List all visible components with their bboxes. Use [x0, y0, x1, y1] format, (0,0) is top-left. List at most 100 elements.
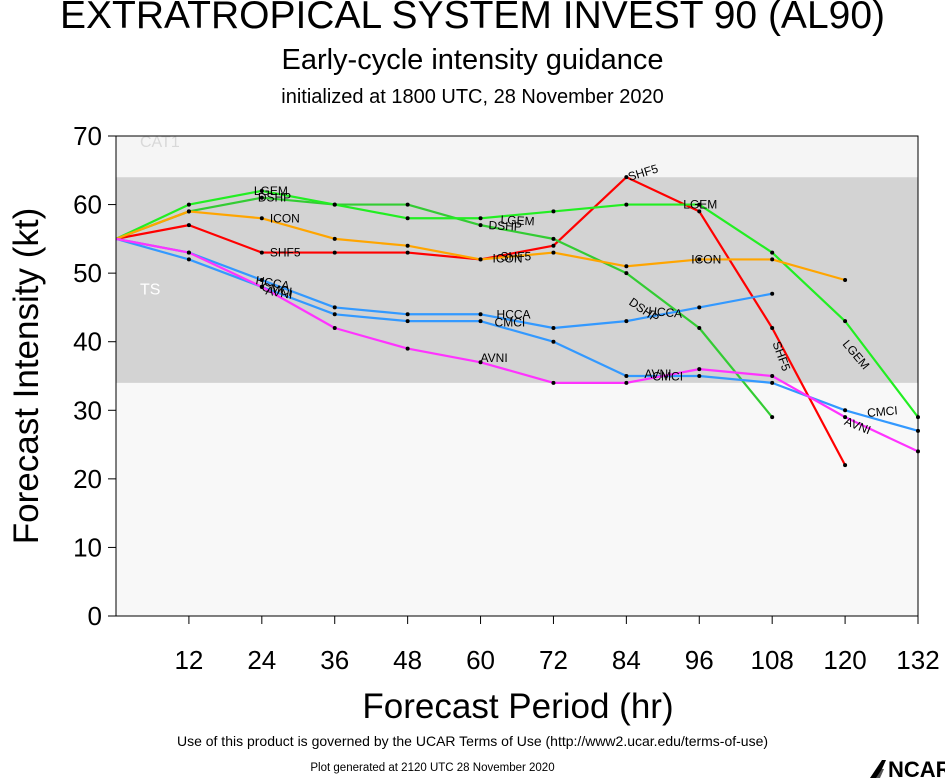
data-point-lgem	[624, 202, 629, 207]
y-tick-label: 0	[88, 601, 102, 631]
x-tick-label: 108	[750, 645, 793, 675]
series-label-group: AVNI	[265, 283, 294, 301]
series-label-group: DSHP	[258, 191, 291, 205]
series-label-group: CMCI	[261, 280, 294, 299]
series-label-group: LGEM	[500, 213, 535, 229]
data-point-cmci	[186, 257, 191, 262]
series-label: HCCA	[497, 307, 531, 321]
series-label: HCCA	[648, 304, 683, 321]
data-point-cmci	[332, 312, 337, 317]
data-point-icon	[697, 257, 702, 262]
data-point-cmci	[843, 408, 848, 413]
series-label: SHF5	[270, 246, 301, 260]
series-label: LGEM	[683, 198, 717, 212]
series-line-dshp	[115, 196, 774, 418]
data-point-shf5	[697, 209, 702, 214]
data-point-avni	[332, 326, 337, 330]
data-point-avni	[843, 415, 848, 420]
x-tick-label: 120	[823, 645, 866, 675]
data-point-lgem	[478, 216, 483, 221]
data-point-cmci	[770, 380, 775, 385]
x-tick-label: 132	[896, 645, 939, 675]
band-cat1	[116, 136, 918, 178]
data-point-cmci	[624, 374, 629, 378]
y-tick-label: 40	[73, 327, 102, 357]
plot-generated-note: Plot generated at 2120 UTC 28 November 2…	[310, 762, 555, 774]
series-label: ICON	[493, 252, 523, 266]
x-tick-label: 12	[174, 645, 203, 675]
data-point-lgem	[259, 188, 264, 193]
series-label-group: ICON	[493, 252, 523, 266]
data-point-lgem	[332, 202, 337, 207]
data-point-avni	[186, 250, 191, 255]
data-points	[186, 175, 920, 468]
data-point-avni	[624, 380, 629, 385]
data-point-icon	[332, 236, 337, 241]
series-label-group: HCCA	[255, 273, 291, 293]
data-point-shf5	[332, 250, 337, 255]
series-label-group: ICON	[691, 252, 721, 266]
data-point-lgem	[843, 319, 848, 324]
plot-frame	[115, 135, 919, 617]
series-label: ICON	[270, 211, 300, 225]
data-point-hcca	[478, 312, 483, 317]
data-point-lgem	[186, 202, 191, 207]
data-point-cmci	[551, 339, 556, 344]
series-label: CMCI	[495, 316, 526, 330]
data-point-icon	[770, 257, 775, 262]
page-subtitle: Early-cycle intensity guidance	[281, 44, 664, 76]
series-line-avni	[115, 237, 919, 453]
series-label: AVNI	[481, 351, 508, 365]
data-point-hcca	[551, 326, 556, 330]
data-point-shf5	[551, 243, 556, 248]
series-label: SHF5	[501, 250, 532, 264]
x-tick-label: 24	[247, 645, 276, 675]
init-time-label: initialized at 1800 UTC, 28 November 202…	[281, 86, 664, 108]
series-line-hcca	[115, 237, 773, 330]
page-title: EXTRATROPICAL SYSTEM INVEST 90 (AL90)	[59, 0, 886, 37]
series-label: LGEM	[500, 213, 535, 229]
series-label: DSHP	[258, 191, 291, 205]
data-point-dshp	[770, 415, 775, 420]
data-point-cmci	[478, 319, 483, 324]
series-labels: SHF5LGEMDSHPICONSHF5HCCACMCIAVNIDSHPLGEM…	[254, 161, 898, 437]
data-point-icon	[478, 257, 483, 262]
data-point-dshp	[259, 195, 264, 200]
series-label-group: HCCA	[497, 307, 531, 321]
series-label-group: HCCA	[648, 304, 683, 321]
series-label-group: AVNI	[481, 351, 508, 365]
series-label-group: AVNI	[644, 367, 671, 381]
series-label-group: DSHP	[488, 218, 522, 234]
data-point-cmci	[405, 319, 410, 324]
data-point-lgem	[405, 216, 410, 221]
data-point-lgem	[697, 202, 702, 207]
ncar-logo: NCAR	[870, 757, 945, 780]
x-axis-label: Forecast Period (hr)	[362, 687, 673, 726]
data-point-icon	[405, 243, 410, 248]
series-label: ICON	[691, 252, 721, 266]
y-tick-label: 20	[73, 464, 102, 494]
data-point-dshp	[478, 223, 483, 228]
data-point-hcca	[332, 305, 337, 310]
data-point-shf5	[770, 326, 775, 330]
data-point-icon	[551, 250, 556, 255]
data-point-shf5	[405, 250, 410, 255]
series-label: CMCI	[866, 403, 898, 420]
series-label-group: LGEM	[254, 184, 288, 198]
data-point-shf5	[259, 250, 264, 255]
y-tick-label: 60	[73, 190, 102, 220]
y-tick-label: 30	[73, 395, 102, 425]
data-point-shf5	[186, 223, 191, 228]
data-point-dshp	[551, 236, 556, 241]
x-tick-label: 60	[466, 645, 495, 675]
data-point-dshp	[624, 271, 629, 276]
y-tick-label: 70	[73, 121, 102, 151]
series-label-group: CMCI	[652, 370, 683, 384]
data-point-avni	[478, 360, 483, 365]
series-label-group: CMCI	[866, 403, 898, 420]
data-point-lgem	[551, 209, 556, 214]
x-tick-label: 96	[685, 645, 714, 675]
y-axis-label: Forecast Intensity (kt)	[7, 208, 46, 544]
data-point-icon	[843, 278, 848, 282]
